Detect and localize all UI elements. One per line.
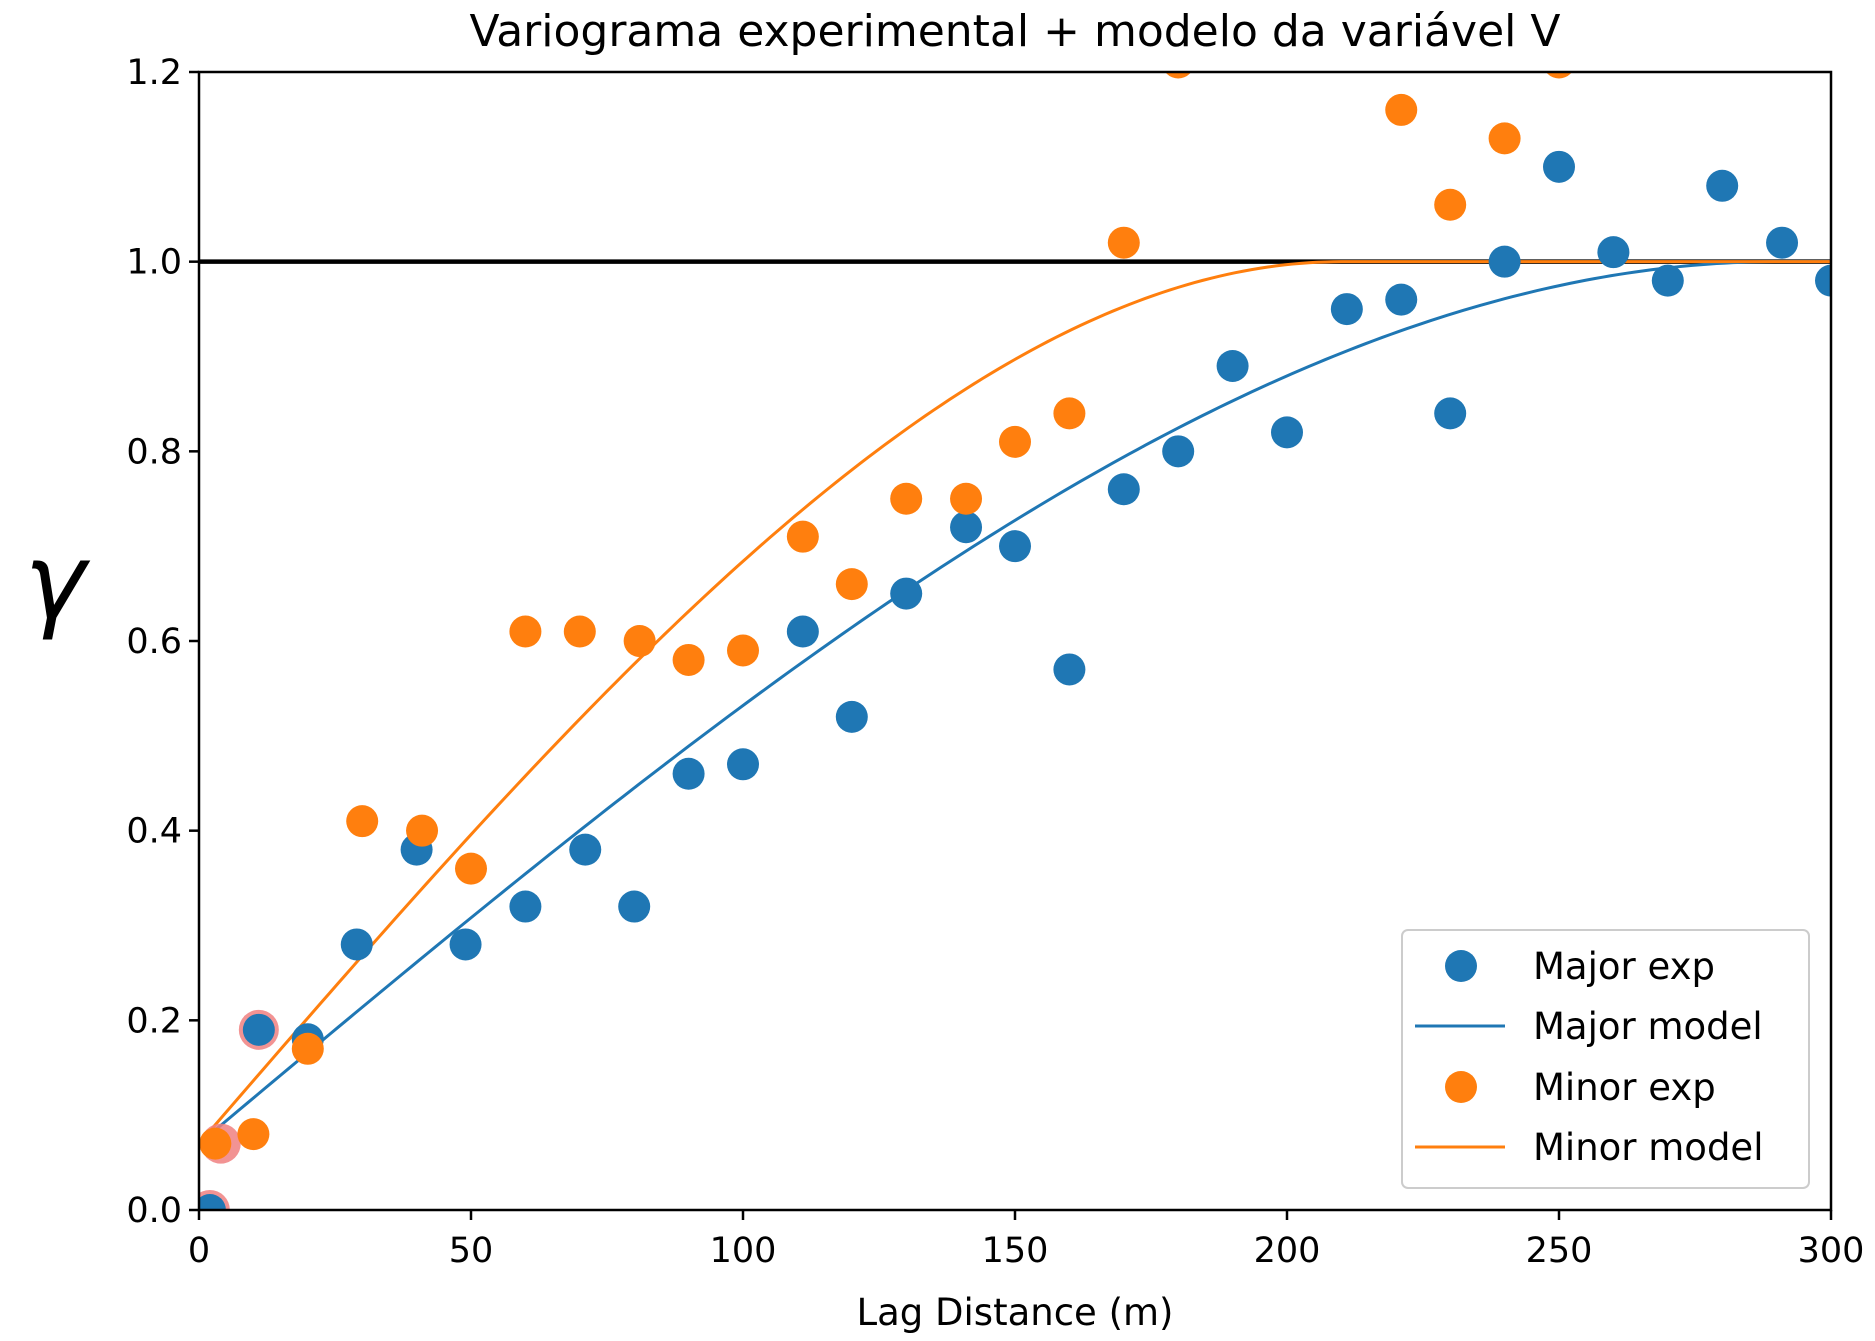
minor-exp-point	[1107, 226, 1140, 259]
minor-exp-point	[455, 852, 487, 885]
legend-label-major-exp: Major exp	[1533, 945, 1715, 988]
major-exp-point	[1162, 435, 1195, 468]
experimental-points	[199, 72, 1831, 1210]
minor-exp-point	[672, 643, 705, 676]
minor-exp-point	[563, 615, 596, 648]
x-tick-label: 50	[449, 1231, 494, 1271]
major-exp-point	[1434, 397, 1467, 430]
y-tick-label: 0.0	[126, 1191, 182, 1231]
legend-label-major-model: Major model	[1533, 1005, 1763, 1048]
major-exp-point	[727, 748, 759, 781]
legend-label-minor-model: Minor model	[1533, 1126, 1763, 1169]
major-exp-point	[835, 700, 868, 733]
legend: Major exp Major model Minor exp Minor mo…	[1401, 929, 1810, 1189]
legend-marker-major-exp	[1445, 950, 1477, 982]
x-tick-label: 300	[1798, 1231, 1865, 1271]
major-exp-point	[618, 890, 651, 923]
major-exp-point	[1107, 473, 1140, 506]
minor-exp-point	[727, 634, 759, 667]
minor-exp-point	[346, 805, 379, 838]
major-exp-point	[1597, 236, 1630, 269]
major-exp-point	[1216, 349, 1249, 382]
legend-box	[1401, 929, 1810, 1189]
minor-exp-point	[1053, 397, 1086, 430]
y-axis-label: γ	[24, 521, 91, 643]
minor-exp-point	[999, 425, 1031, 458]
minor-exp-point	[786, 520, 819, 553]
axis-ticks: 0 50 100 150 200 250 300 0.0 0.2 0.4 0.6 0.8 1.0 1.2	[126, 53, 1864, 1271]
major-exp-point	[509, 890, 542, 923]
minor-exp-point	[1165, 72, 1192, 79]
legend-marker-minor-exp	[1445, 1071, 1477, 1103]
x-tick-label: 150	[982, 1231, 1049, 1271]
minor-exp-point	[199, 1127, 232, 1160]
major-exp-point	[1766, 226, 1799, 259]
major-exp-point	[1815, 264, 1831, 297]
y-tick-label: 0.6	[126, 622, 182, 662]
minor-exp-point	[835, 568, 868, 601]
x-tick-label: 250	[1526, 1231, 1593, 1271]
x-axis-label: Lag Distance (m)	[857, 1291, 1174, 1334]
major-exp-point	[1385, 283, 1418, 316]
major-exp-point	[672, 757, 705, 790]
y-tick-label: 0.4	[126, 812, 182, 852]
x-tick-label: 200	[1254, 1231, 1321, 1271]
plot-area	[199, 72, 1831, 1210]
minor-exp-point	[1385, 93, 1418, 126]
major-exp-point	[890, 577, 923, 610]
minor-exp-point	[291, 1032, 324, 1065]
major-exp-point	[950, 511, 983, 544]
y-tick-label: 1.0	[126, 243, 182, 283]
major-exp-point	[1488, 245, 1521, 278]
major-model-line	[199, 260, 1831, 1145]
minor-exp-point	[406, 814, 439, 847]
minor-exp-point	[1546, 72, 1572, 79]
major-exp-point	[340, 928, 373, 961]
minor-exp-point	[237, 1118, 270, 1151]
major-exp-point	[199, 1194, 226, 1210]
minor-exp-point	[1434, 188, 1467, 221]
minor-exp-point	[509, 615, 542, 648]
major-exp-point	[449, 928, 482, 961]
minor-exp-point	[950, 482, 983, 515]
legend-label-minor-exp: Minor exp	[1533, 1066, 1716, 1109]
x-tick-label: 0	[188, 1231, 210, 1271]
major-exp-point	[1543, 150, 1575, 183]
minor-exp-point	[623, 625, 656, 657]
y-tick-label: 0.2	[126, 1001, 182, 1041]
major-exp-point	[786, 615, 819, 648]
chart-title: Variograma experimental + modelo da vari…	[470, 6, 1561, 57]
major-exp-point	[1651, 264, 1684, 297]
plot-frame	[197, 70, 1833, 1212]
major-exp-point	[1053, 653, 1086, 686]
minor-exp-point	[890, 482, 923, 515]
major-exp-point	[1271, 416, 1303, 449]
major-exp-point	[999, 530, 1031, 563]
minor-exp-point	[1488, 122, 1521, 155]
major-exp-point	[569, 833, 602, 866]
major-exp-point	[1706, 169, 1739, 202]
major-exp-point	[242, 1013, 275, 1046]
y-tick-label: 1.2	[126, 53, 182, 93]
model-lines	[199, 260, 1831, 1145]
minor-model-line	[199, 260, 1831, 1145]
y-tick-label: 0.8	[126, 432, 182, 472]
major-exp-point	[1330, 293, 1363, 326]
x-tick-label: 100	[710, 1231, 777, 1271]
